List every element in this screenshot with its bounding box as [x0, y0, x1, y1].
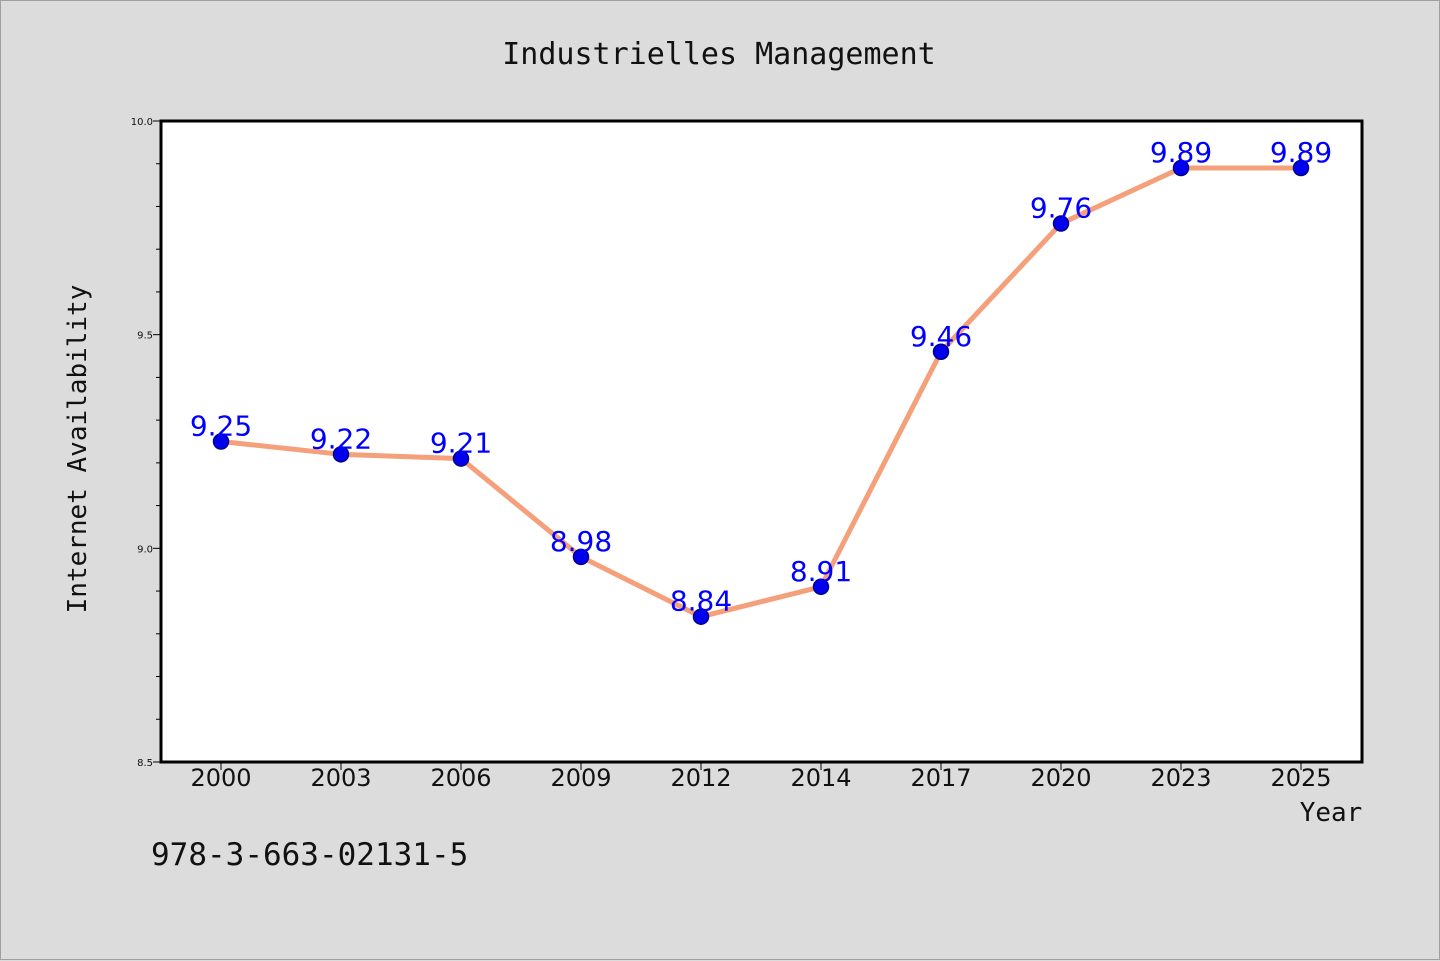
data-label: 8.84: [670, 585, 732, 618]
data-point: [452, 450, 470, 467]
data-point: [932, 343, 950, 361]
data-label: 9.76: [1030, 192, 1092, 225]
data-label: 9.21: [430, 427, 492, 460]
x-tick-label: 2006: [430, 764, 491, 792]
data-label: 8.91: [790, 555, 852, 588]
data-point: [572, 548, 590, 566]
y-axis-label: Internet Availability: [63, 285, 93, 614]
data-point: [1172, 159, 1190, 177]
data-point: [1292, 159, 1310, 177]
x-tick-label: 2003: [310, 764, 371, 792]
x-tick-label: 2000: [190, 764, 251, 792]
data-label: 9.46: [910, 320, 972, 353]
y-tick-label: 8.5: [137, 758, 153, 769]
chart-title: Industrielles Management: [502, 37, 935, 72]
x-axis: 2000 2003 2006 2009 2012 2014 2017 2020 2023 2025: [190, 762, 1332, 792]
x-tick-label: 2012: [670, 764, 731, 792]
y-axis: 8.5 9.0 9.5 10.0: [131, 117, 161, 769]
data-point: [812, 578, 830, 596]
x-tick-label: 2017: [910, 764, 971, 792]
y-tick-label: 9.0: [137, 544, 153, 555]
x-tick-label: 2023: [1150, 764, 1211, 792]
y-tick-label: 9.5: [137, 331, 153, 342]
x-tick-label: 2025: [1270, 764, 1331, 792]
x-tick-label: 2009: [550, 764, 611, 792]
data-point: [1052, 215, 1070, 232]
data-point: [332, 446, 350, 463]
x-axis-label: Year: [1300, 798, 1363, 828]
data-point: [212, 433, 230, 450]
x-tick-label: 2020: [1030, 764, 1091, 792]
data-label: 9.89: [1150, 136, 1212, 169]
isbn-footnote: 978-3-663-02131-5: [151, 837, 468, 873]
data-label: 9.89: [1270, 136, 1332, 169]
data-label: 9.22: [310, 422, 372, 455]
y-tick-label: 10.0: [131, 117, 153, 128]
plot-area: [159, 119, 1364, 764]
data-point: [692, 608, 710, 625]
data-label: 8.98: [550, 525, 612, 558]
series-markers: [212, 159, 1310, 625]
data-label: 9.25: [190, 410, 252, 443]
x-tick-label: 2014: [790, 764, 851, 792]
data-labels: 9.25 9.22 9.21 8.98 8.84 8.91 9.46 9.76 9.89 9.89: [190, 136, 1332, 618]
series-line: [220, 165, 1301, 620]
